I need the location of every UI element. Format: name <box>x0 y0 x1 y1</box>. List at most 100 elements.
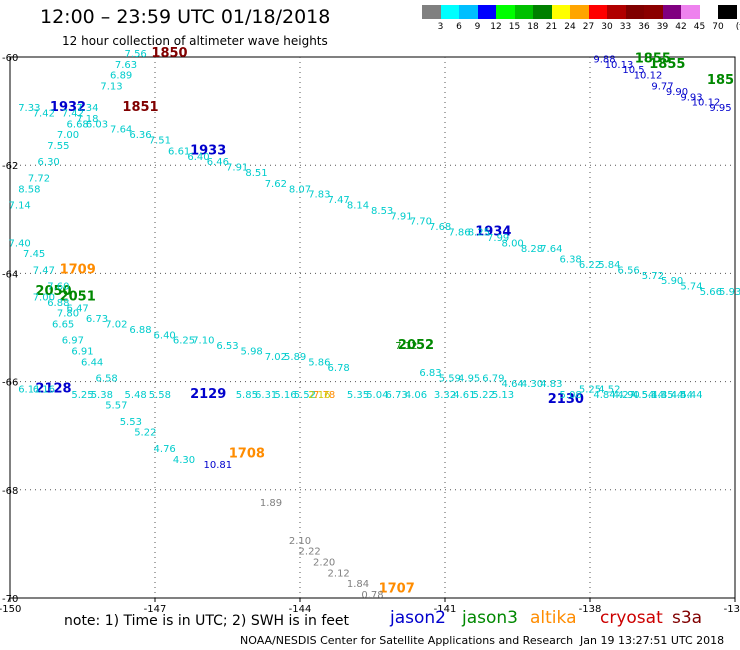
wave-height-label: 6.56 <box>618 265 640 276</box>
time-label: 1934 <box>475 225 511 240</box>
wave-height-label: 7.55 <box>47 141 69 152</box>
wave-height-label: 7.60 <box>47 282 69 293</box>
time-label: 185 <box>707 73 734 88</box>
wave-height-label: 6.03 <box>86 119 108 130</box>
wave-height-label: 5.48 <box>125 390 147 401</box>
y-tick-label: -70 <box>2 594 18 605</box>
wave-height-label: 4.30 <box>521 379 543 390</box>
color-scale-swatch <box>718 5 737 19</box>
y-tick-label: -62 <box>2 161 18 172</box>
wave-height-label: 2.10 <box>289 536 311 547</box>
wave-height-label: 4.83 <box>540 379 562 390</box>
wave-height-label: 5.93 <box>719 287 740 298</box>
wave-height-label: 6.88 <box>47 298 69 309</box>
time-label: 2052 <box>398 338 434 353</box>
wave-height-label: 6.44 <box>81 357 103 368</box>
wave-height-label: 7.14 <box>9 200 31 211</box>
color-scale-label: 42 <box>675 22 687 32</box>
time-label: 2050 <box>35 284 71 299</box>
wave-height-label: 6.46 <box>207 157 229 168</box>
wave-height-label: 4.64 <box>502 379 524 390</box>
wave-height-label: 9.77 <box>651 81 673 92</box>
time-label: 2129 <box>190 387 226 402</box>
wave-height-label: 8.00 <box>502 238 524 249</box>
wave-height-label: 7.63 <box>115 60 137 71</box>
wave-height-label: 6.36 <box>129 130 151 141</box>
wave-height-label: 5.53 <box>120 417 142 428</box>
wave-height-label: 6.73 <box>386 390 408 401</box>
wave-height-label: 7.45 <box>23 249 45 260</box>
color-scale-swatch <box>496 5 515 19</box>
wave-height-label: 7.47 <box>33 265 55 276</box>
wave-height-label: 6.89 <box>110 71 132 82</box>
x-tick-label: -147 <box>144 604 167 615</box>
wave-height-label: 6.53 <box>216 341 238 352</box>
wave-height-label: 2.16 <box>308 390 330 401</box>
wave-height-label: 5.44 <box>680 390 702 401</box>
wave-height-label: 2.12 <box>328 568 350 579</box>
wave-height-label: 7.64 <box>540 244 562 255</box>
wave-height-label: 5.74 <box>680 282 702 293</box>
wave-height-label: 6.65 <box>52 320 74 331</box>
wave-height-label: 9.95 <box>709 103 731 114</box>
time-label: 1933 <box>190 143 226 158</box>
wave-height-label: 4.95 <box>458 374 480 385</box>
wave-height-label: 4.06 <box>405 390 427 401</box>
time-label: 2130 <box>548 392 584 407</box>
wave-height-label: 7.02 <box>265 352 287 363</box>
wave-height-label: 5.72 <box>642 271 664 282</box>
color-scale-swatch <box>440 5 459 19</box>
wave-height-label: 10.12 <box>692 98 721 109</box>
color-scale-swatch <box>607 5 626 19</box>
color-scale-label: 33 <box>619 22 632 32</box>
legend-cryosat: cryosat <box>600 608 663 628</box>
wave-height-label: 7.91 <box>390 211 412 222</box>
wave-height-label: 5.98 <box>241 347 263 358</box>
wave-height-label: 6.25 <box>173 336 195 347</box>
wave-height-label: 6.88 <box>129 325 151 336</box>
credit-text: NOAA/NESDIS Center for Satellite Applica… <box>240 634 574 647</box>
wave-height-label: 7.18 <box>76 114 98 125</box>
wave-height-label: 5.16 <box>274 390 296 401</box>
time-label: 1851 <box>122 100 158 115</box>
wave-height-label: 2.22 <box>299 547 321 558</box>
wave-height-label: 8.58 <box>18 184 40 195</box>
y-tick-label: -66 <box>2 378 18 389</box>
color-scale-label: 45 <box>693 22 706 32</box>
color-scale-swatch <box>570 5 589 19</box>
color-scale-label: 30 <box>601 22 613 32</box>
time-label: 1855 <box>635 51 671 66</box>
wave-height-label: 10.12 <box>634 71 663 82</box>
page-title: 12:00 – 23:59 UTC 01/18/2018 <box>40 6 331 28</box>
color-scale-label: 3 <box>437 22 444 32</box>
color-scale-swatch <box>551 5 570 19</box>
legend-s3a: s3a <box>672 608 703 628</box>
wave-height-label: 6.22 <box>579 260 601 271</box>
wave-height-label: 5.25 <box>579 384 601 395</box>
wave-height-label: 7.13 <box>100 81 122 92</box>
color-scale-label: 9 <box>474 22 481 32</box>
wave-height-label: 6.16 <box>33 384 55 395</box>
wave-height-label: 4.52 <box>598 384 620 395</box>
color-scale-label: 21 <box>545 22 558 32</box>
wave-height-label: 7.91 <box>226 163 248 174</box>
wave-height-label: 4.44 <box>671 390 693 401</box>
wave-height-label: 8.51 <box>245 168 267 179</box>
timestamp-text: Jan 19 13:27:51 UTC 2018 <box>580 634 725 647</box>
wave-height-label: 4.44 <box>661 390 683 401</box>
wave-height-label: 7.83 <box>308 190 330 201</box>
wave-height-label: 4.76 <box>154 444 176 455</box>
wave-height-label: 5.22 <box>134 428 156 439</box>
wave-height-label: 6.73 <box>86 314 108 325</box>
wave-height-label: 6.78 <box>328 363 350 374</box>
wave-height-label: 8.07 <box>289 184 311 195</box>
wave-height-label: 6.83 <box>419 368 441 379</box>
x-tick-label: -138 <box>579 604 602 615</box>
wave-height-label: 6.61 <box>168 146 190 157</box>
y-tick-label: -60 <box>2 53 18 64</box>
x-tick-label: -135 <box>724 604 740 615</box>
wave-height-label: 10.13 <box>605 60 634 71</box>
plot-frame <box>9 56 736 599</box>
